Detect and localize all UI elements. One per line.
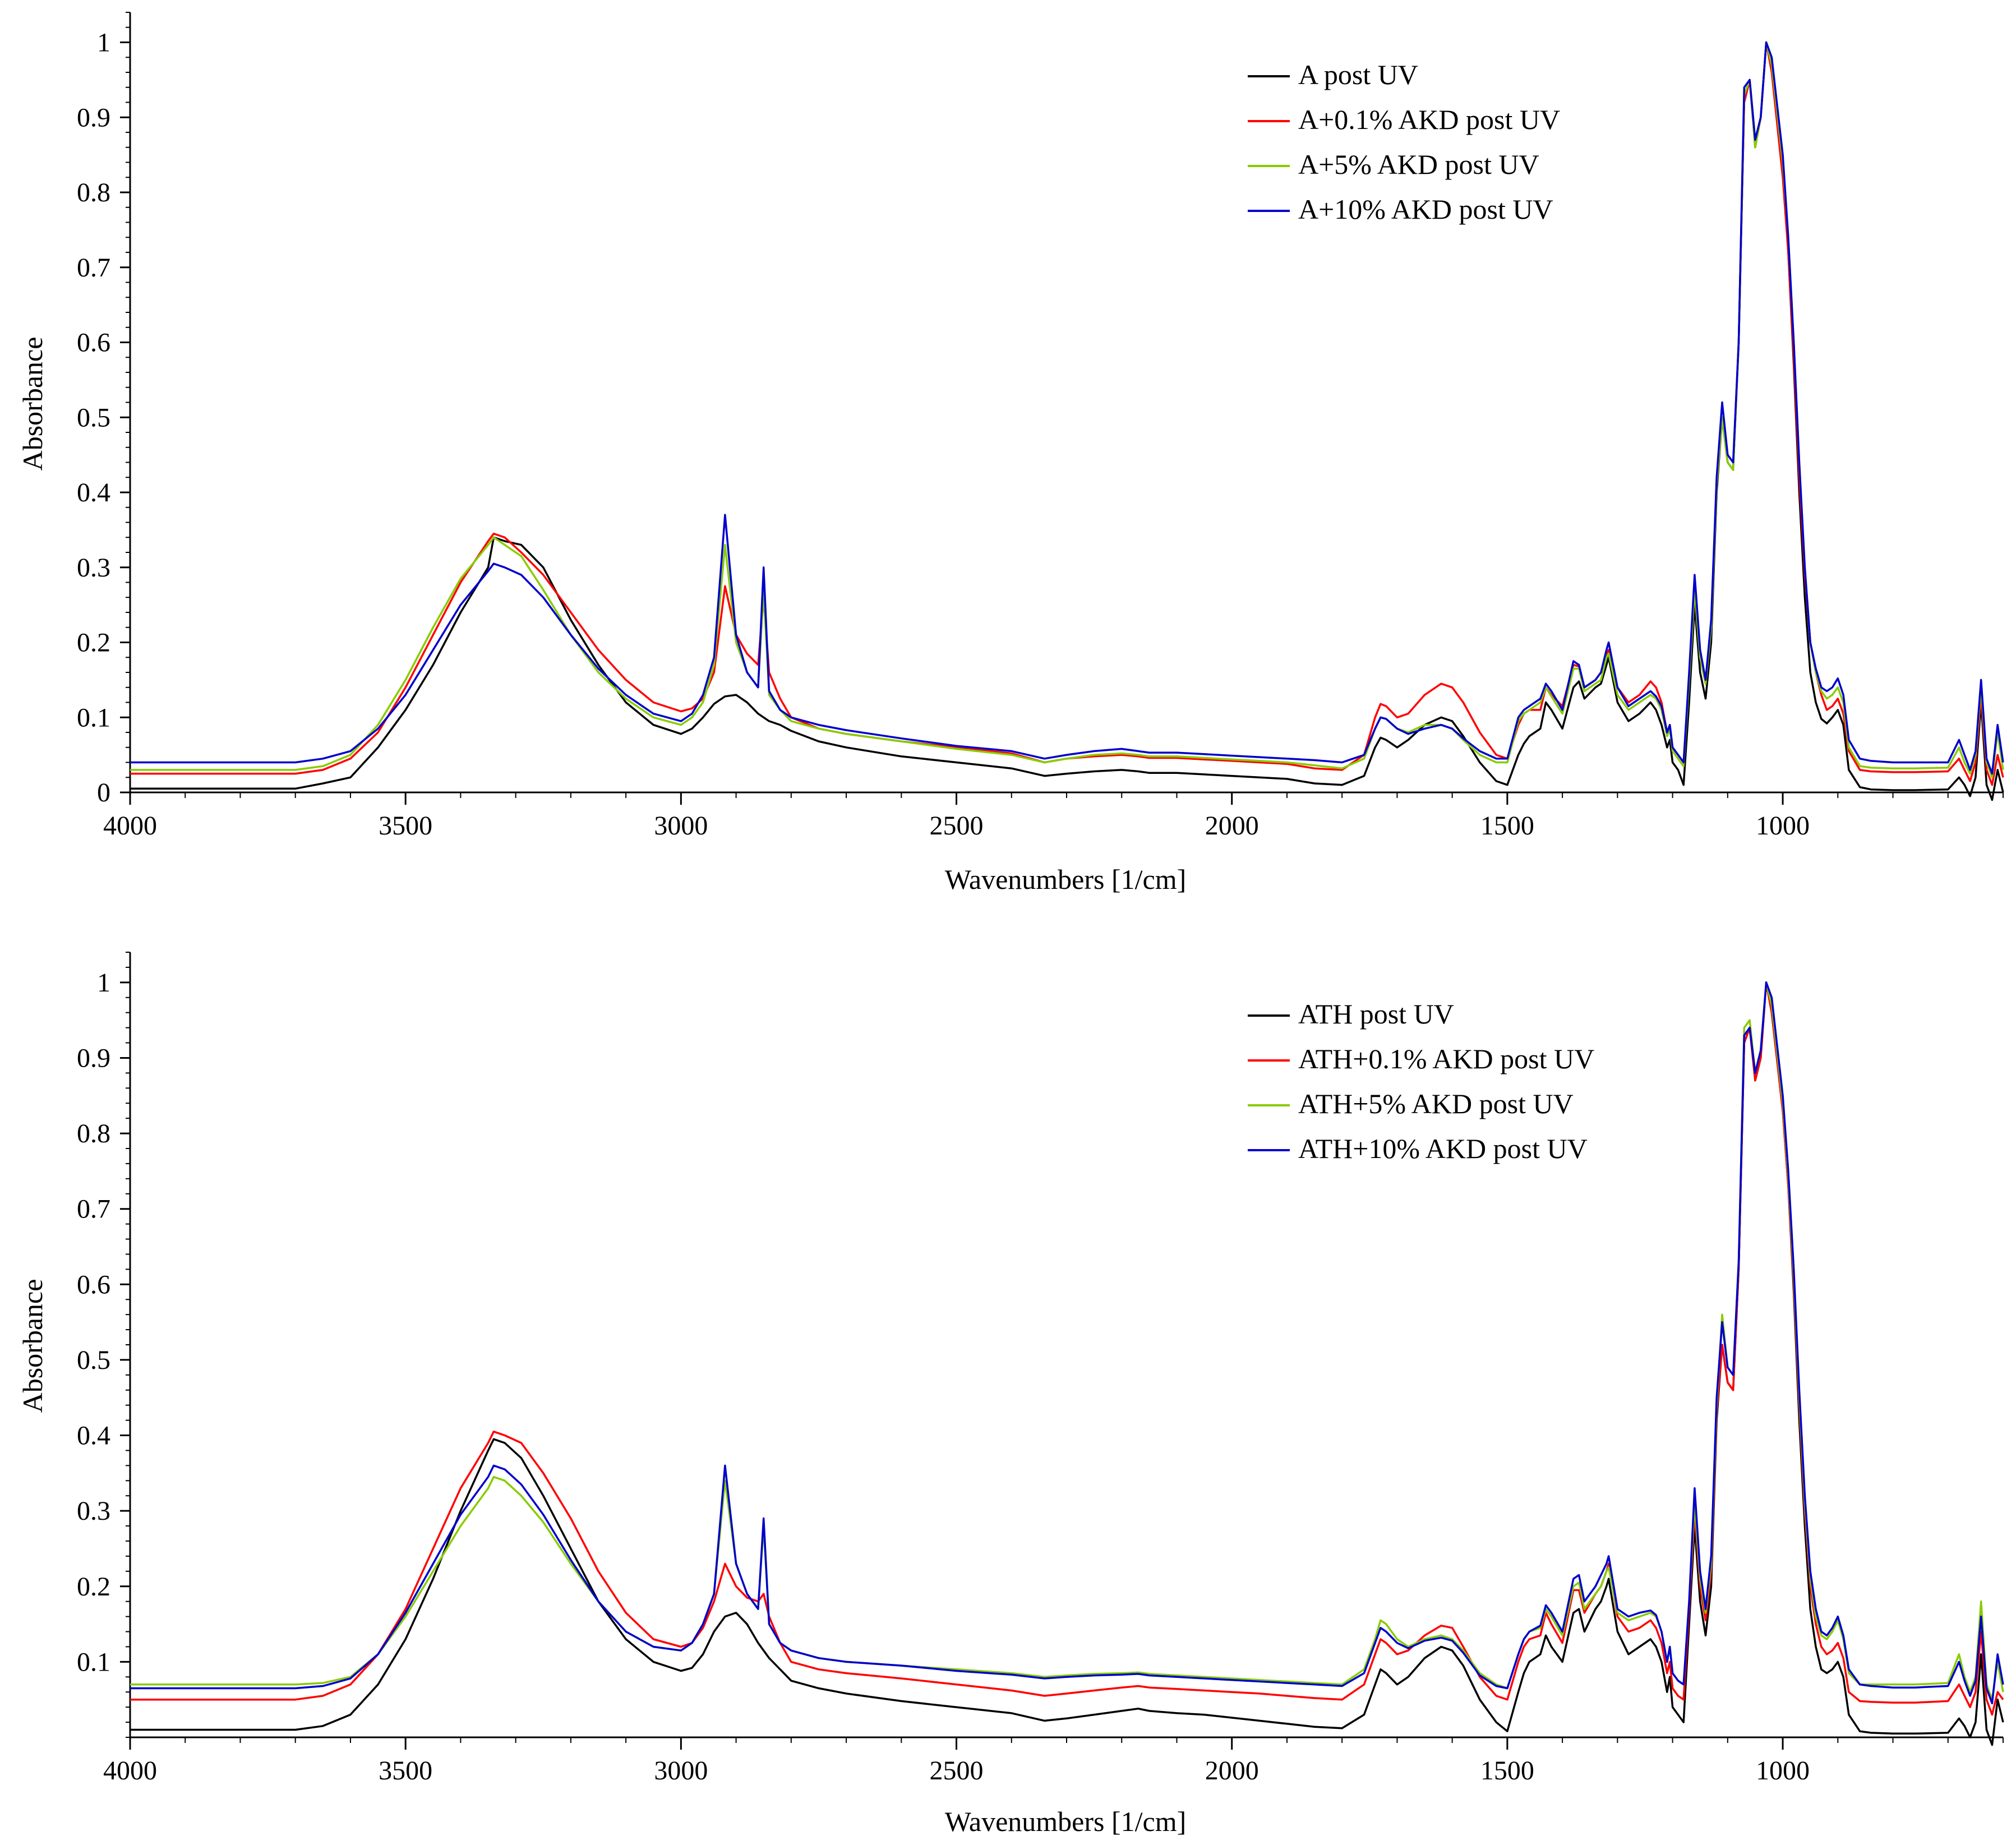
x-tick-label: 2500 — [930, 1756, 984, 1786]
legend-label: ATH+0.1% AKD post UV — [1298, 1043, 1594, 1074]
x-tick-label: 3000 — [654, 811, 708, 841]
chart-a-post-uv: Absorbance Wavenumbers [1/cm] A post UVA… — [17, 12, 2004, 895]
chart-ath-post-uv: Absorbance Wavenumbers [1/cm] ATH post U… — [17, 952, 2004, 1837]
x-tick-label: 4000 — [103, 1756, 157, 1786]
y-tick-label: 0.9 — [77, 103, 110, 132]
y-tick-label: 0.3 — [77, 1496, 110, 1526]
x-tick-label: 3500 — [379, 1756, 432, 1786]
y-axis-title: Absorbance — [17, 1279, 48, 1413]
x-tick-label: 4000 — [103, 811, 157, 841]
legend-label: ATH post UV — [1298, 998, 1454, 1030]
y-tick-label: 0.7 — [77, 1194, 110, 1224]
y-tick-label: 0 — [97, 778, 110, 808]
y-tick-label: 0.7 — [77, 253, 110, 283]
y-tick-label: 0.4 — [77, 478, 110, 508]
y-tick-label: 0.6 — [77, 1270, 110, 1299]
y-tick-label: 0.2 — [77, 1572, 110, 1602]
legend-label: ATH+5% AKD post UV — [1298, 1088, 1574, 1119]
y-tick-label: 0.5 — [77, 1345, 110, 1375]
legend: ATH post UV ATH+0.1% AKD post UV ATH+5% AK… — [1248, 998, 1594, 1164]
y-tick-label: 0.4 — [77, 1421, 110, 1451]
y-tick-label: 0.6 — [77, 328, 110, 358]
y-axis-title: Absorbance — [17, 337, 48, 471]
x-tick-label: 2000 — [1205, 1756, 1259, 1786]
y-tick-label: 0.2 — [77, 628, 110, 658]
y-tick-label: 1 — [97, 968, 110, 998]
y-tick-label: 0.9 — [77, 1043, 110, 1073]
y-tick-label: 0.8 — [77, 1119, 110, 1148]
x-tick-label: 1000 — [1756, 811, 1810, 841]
x-tick-label: 3500 — [379, 811, 432, 841]
y-tick-label: 0.1 — [77, 703, 110, 732]
x-axis-title: Wavenumbers [1/cm] — [945, 864, 1187, 895]
legend-label: ATH+10% AKD post UV — [1298, 1133, 1588, 1164]
legend-label: A post UV — [1298, 59, 1418, 90]
y-tick-label: 0.5 — [77, 403, 110, 432]
x-axis-title: Wavenumbers [1/cm] — [945, 1806, 1187, 1837]
x-tick-label: 1500 — [1480, 1756, 1534, 1786]
x-tick-label: 1500 — [1480, 811, 1534, 841]
series-line-ath-10-akd-post-uv — [130, 981, 2004, 1705]
x-tick-label: 3000 — [654, 1756, 708, 1786]
y-tick-label: 0.3 — [77, 553, 110, 583]
y-tick-label: 0.1 — [77, 1647, 110, 1677]
series-line-ath-5-akd-post-uv — [130, 981, 2004, 1701]
series-line-a-post-uv — [130, 41, 2004, 801]
legend-label: A+10% AKD post UV — [1298, 193, 1553, 225]
legend-label: A+5% AKD post UV — [1298, 149, 1539, 180]
x-tick-label: 2000 — [1205, 811, 1259, 841]
x-tick-label: 1000 — [1756, 1756, 1810, 1786]
series-line-a-10-akd-post-uv — [130, 41, 2004, 775]
legend-label: A+0.1% AKD post UV — [1298, 104, 1560, 135]
legend: A post UV A+0.1% AKD post UV A+5% AKD post… — [1248, 59, 1560, 225]
series-line-ath-post-uv — [130, 981, 2004, 1746]
y-tick-label: 0.8 — [77, 178, 110, 207]
y-tick-label: 1 — [97, 28, 110, 58]
x-tick-label: 2500 — [930, 811, 984, 841]
